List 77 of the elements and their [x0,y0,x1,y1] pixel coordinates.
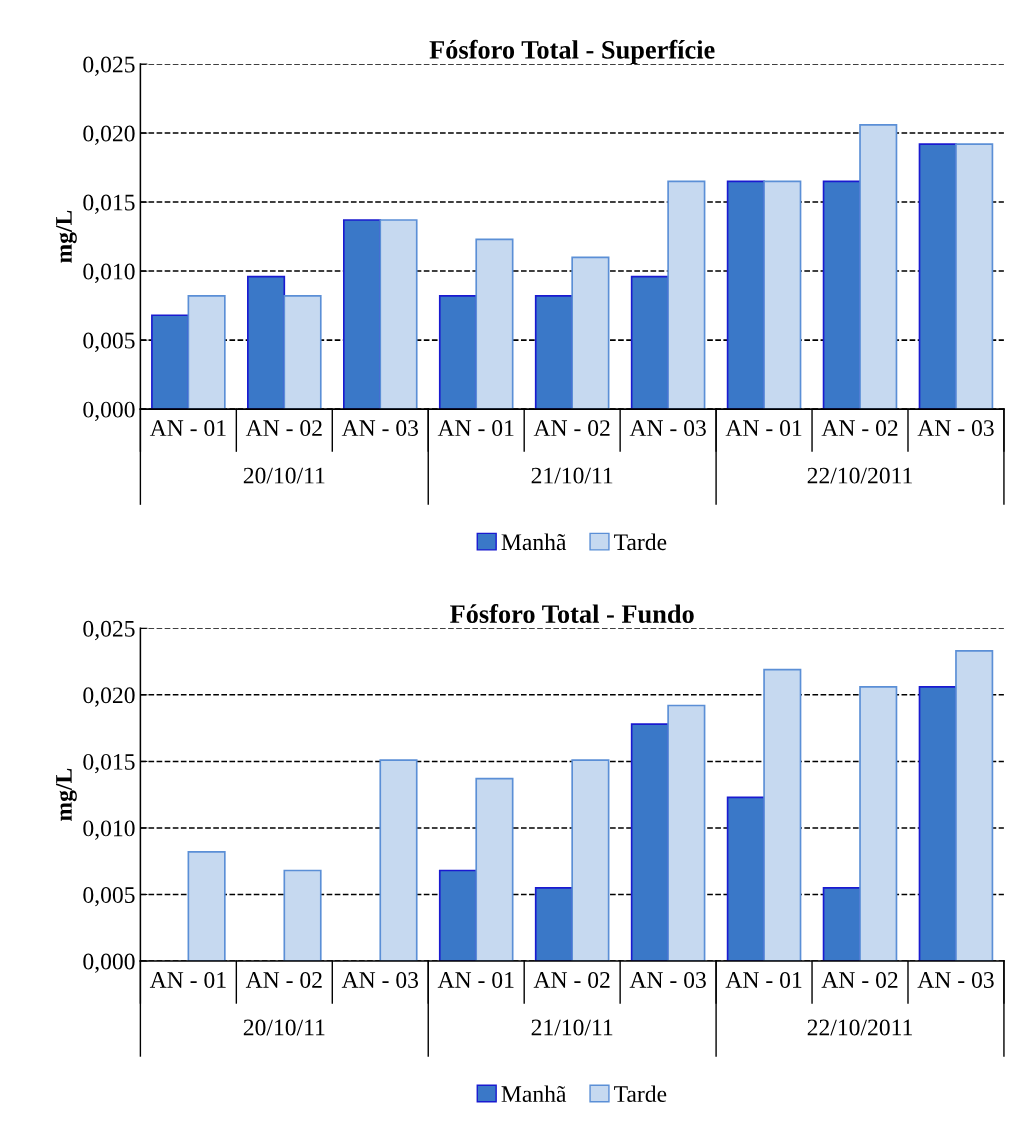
x-tick-label: AN - 03 [341,420,419,437]
text: 22/10/2011 [807,1019,912,1036]
bar [859,686,898,962]
bar [630,275,669,410]
bar [630,723,669,962]
chart-title: Fósforo Total - Fundo [450,604,694,624]
y-tick-label: 0,010 [83,263,135,283]
y-tick-label: 0,010 [83,820,135,840]
text: 21/10/11 [531,467,613,484]
bar [726,796,765,962]
bar [763,180,802,410]
bar [151,314,190,410]
y-axis-title: mg/L [56,210,77,263]
legend-label: Manhã [501,533,567,551]
bar [667,704,706,962]
bar [283,869,322,962]
bar [187,851,226,962]
bar [726,180,765,410]
x-tick-label: AN - 02 [821,972,898,988]
bar [247,275,286,410]
y-tick-label: 0,000 [83,401,135,421]
bar [571,256,610,410]
text: 22/10/2011 [807,467,912,484]
bar [859,123,898,410]
bar [534,295,573,410]
y-tick-label: 0,005 [83,332,135,352]
text: 20/10/11 [243,1019,325,1036]
bar [571,759,610,962]
bar [475,238,514,410]
bar [955,650,994,962]
legend-label: Tarde [614,1085,667,1103]
y-tick-label: 0,005 [83,886,135,907]
x-tick-label: AN - 03 [917,972,994,988]
bar [822,180,861,410]
x-tick-label: AN - 03 [917,420,994,437]
y-tick-label: 0,015 [83,753,135,774]
chart-title: Fósforo Total - Superfície [429,39,715,65]
legend-label: Manhã [501,1085,567,1103]
bar [379,759,418,962]
x-tick-label: AN - 02 [245,972,322,988]
y-tick-label: 0,015 [83,194,135,214]
x-tick-label: AN - 01 [725,972,802,988]
x-tick-label: AN - 01 [437,972,514,988]
bar [438,869,478,962]
text: 21/10/11 [531,1019,613,1036]
bar [955,143,994,410]
x-tick-label: AN - 02 [533,972,610,988]
bar [342,219,382,410]
y-tick-label: 0,020 [83,125,135,145]
bar [667,180,706,410]
x-tick-label: AN - 01 [437,420,514,437]
y-tick-label: 0,000 [83,953,135,973]
x-tick-label: AN - 03 [341,972,419,988]
bar [187,295,226,410]
x-tick-label: AN - 02 [821,420,898,437]
y-tick-label: 0,025 [83,56,135,76]
x-tick-label: AN - 03 [629,972,706,988]
x-tick-label: AN - 02 [533,420,610,437]
x-tick-label: AN - 01 [149,420,226,437]
bar [918,686,957,962]
y-axis-title: mg/L [56,768,77,821]
bar [763,668,802,962]
x-tick-label: AN - 01 [149,972,226,988]
bar [918,143,957,410]
bar [438,295,478,410]
y-tick-label: 0,020 [83,687,135,707]
x-tick-label: AN - 02 [245,420,322,437]
y-tick-label: 0,025 [83,620,135,641]
bar [822,886,861,962]
x-tick-label: AN - 01 [725,420,802,437]
x-tick-label: AN - 03 [629,420,706,437]
text: 20/10/11 [243,467,325,484]
bar [283,295,322,410]
bar [534,886,573,962]
bar [475,777,514,962]
bar [379,219,418,410]
legend-label: Tarde [614,533,667,551]
